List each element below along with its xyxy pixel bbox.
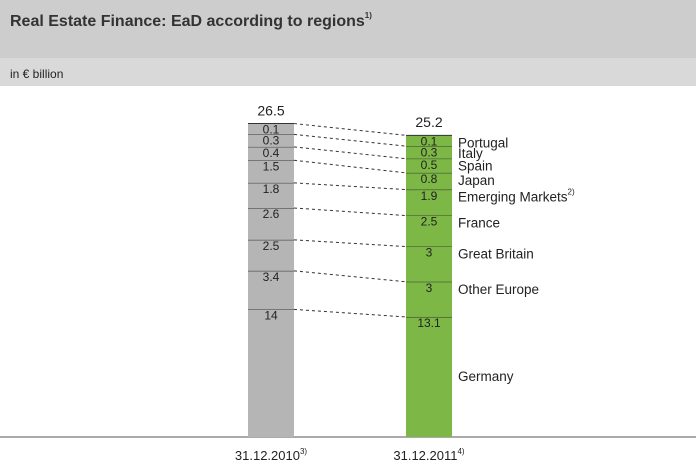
- connector: [293, 123, 407, 136]
- title-note: 1): [365, 11, 372, 20]
- category-note: 3): [300, 447, 307, 456]
- legend-label: Germany: [458, 369, 514, 384]
- bar-segment: [248, 123, 294, 135]
- bar-segment: [406, 158, 452, 173]
- legend-text: Germany: [458, 369, 514, 384]
- bar-segment: [406, 135, 452, 147]
- legend-text: Portugal: [458, 135, 508, 150]
- value-label: 1.5: [263, 159, 280, 173]
- legend-label: Spain: [458, 158, 493, 173]
- legend-text: Emerging Markets: [458, 189, 568, 204]
- bar-segment: [248, 208, 294, 240]
- legend-label: Italy: [458, 146, 483, 161]
- bar-segment: [248, 309, 294, 437]
- legend-label: Other Europe: [458, 281, 539, 296]
- value-label: 0.5: [421, 158, 438, 172]
- value-label: 3.4: [263, 270, 280, 284]
- category-note: 4): [457, 447, 464, 456]
- subheader-band: [0, 58, 696, 86]
- legend-text: Spain: [458, 158, 493, 173]
- value-label: 0.4: [263, 146, 280, 160]
- value-label: 0.8: [421, 172, 438, 186]
- bar-segment: [248, 239, 294, 271]
- total-label: 26.5: [257, 102, 284, 118]
- value-label: 0.1: [263, 123, 280, 137]
- bar-segment: [406, 246, 452, 282]
- category-text: 31.12.2011: [393, 448, 457, 463]
- chart-title: Real Estate Finance: EaD according to re…: [10, 11, 372, 30]
- title-text: Real Estate Finance: EaD according to re…: [10, 13, 365, 30]
- x-tick-label: 31.12.20103): [235, 447, 308, 463]
- connector: [293, 182, 407, 191]
- value-label: 3: [426, 281, 433, 295]
- value-label: 1.8: [263, 182, 280, 196]
- bar-segment: [248, 146, 294, 161]
- legend-text: France: [458, 215, 500, 230]
- bar-segment: [248, 182, 294, 208]
- connector: [293, 159, 407, 174]
- value-label: 0.1: [421, 134, 438, 148]
- connector: [293, 146, 407, 160]
- bar-segment: [406, 316, 452, 437]
- value-label: 13.1: [417, 316, 441, 330]
- legend-note: 2): [568, 188, 575, 197]
- total-label: 25.2: [415, 114, 442, 130]
- bar-segment: [406, 172, 452, 190]
- legend-label: Great Britain: [458, 246, 534, 261]
- category-text: 31.12.2010: [235, 448, 300, 463]
- bar-segment: [406, 215, 452, 247]
- bar-segment: [248, 160, 294, 183]
- legend-text: Other Europe: [458, 281, 539, 296]
- value-label: 1.9: [421, 189, 438, 203]
- connector: [293, 239, 407, 248]
- legend-text: Japan: [458, 172, 495, 187]
- subtitle: in € billion: [10, 67, 63, 81]
- x-tick-label: 31.12.20114): [393, 447, 465, 463]
- value-label: 0.3: [263, 134, 280, 148]
- value-label: 2.6: [263, 207, 280, 221]
- bar-segment: [406, 146, 452, 159]
- connector: [293, 308, 407, 318]
- value-label: 3: [426, 246, 433, 260]
- connector: [293, 270, 407, 283]
- value-label: 14: [264, 309, 278, 323]
- legend-label: France: [458, 215, 500, 230]
- legend-text: Italy: [458, 146, 483, 161]
- value-label: 0.3: [421, 145, 438, 159]
- connector: [293, 133, 407, 147]
- value-label: 2.5: [263, 239, 280, 253]
- header-band: [0, 0, 696, 58]
- value-label: 2.5: [421, 215, 438, 229]
- bar-segment: [406, 189, 452, 216]
- bar-segment: [406, 281, 452, 317]
- legend-label: Portugal: [458, 135, 508, 150]
- legend-text: Great Britain: [458, 246, 534, 261]
- bar-segment: [248, 134, 294, 147]
- bar-segment: [248, 270, 294, 310]
- legend-label: Japan: [458, 172, 495, 187]
- connector: [293, 207, 407, 217]
- legend-label: Emerging Markets2): [458, 188, 575, 204]
